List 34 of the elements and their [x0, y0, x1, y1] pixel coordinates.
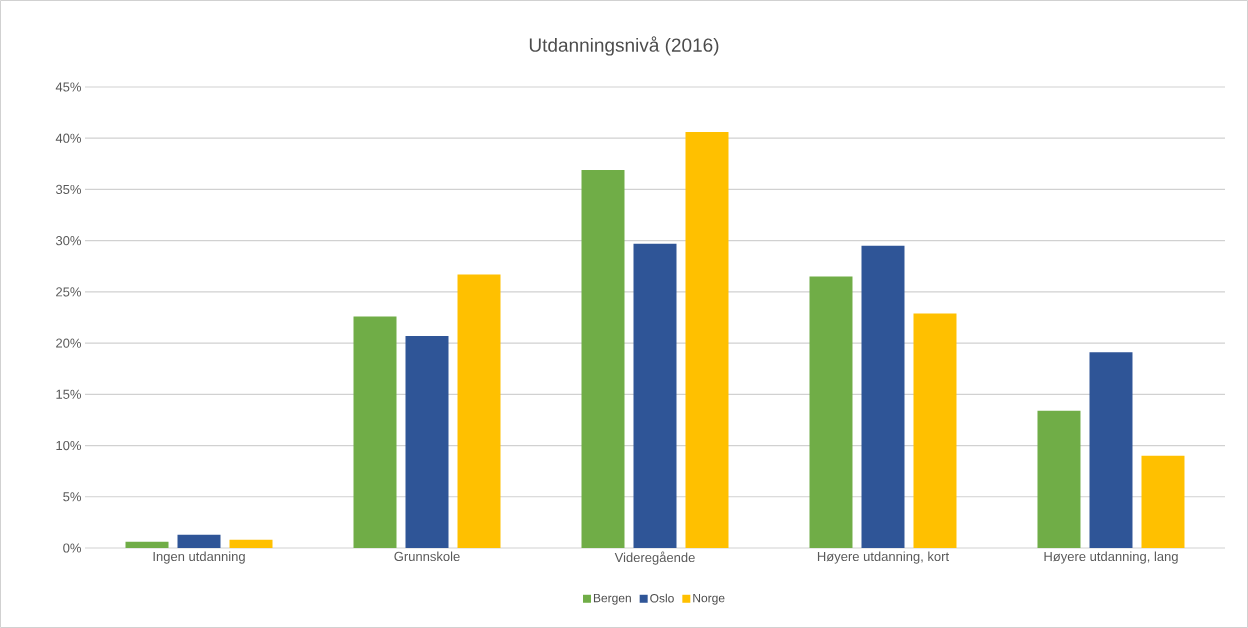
y-tick-label: 30%	[55, 236, 82, 246]
y-tick-label: 10%	[56, 440, 82, 451]
y-tick-label: 15%	[56, 389, 82, 399]
legend-label: Norge	[693, 593, 725, 605]
y-tick-label: 25%	[56, 287, 82, 297]
x-tick-label: Grunnskole	[394, 551, 460, 562]
bar	[229, 539, 273, 548]
bar	[353, 316, 397, 548]
y-tick-label: 40%	[55, 133, 82, 143]
bar	[861, 245, 905, 548]
legend-label: Oslo	[650, 593, 674, 603]
y-tick-label: 45%	[55, 82, 82, 92]
x-tick-label: Høyere utdanning, lang	[1044, 551, 1178, 564]
bar	[457, 274, 501, 548]
bar	[1141, 455, 1185, 548]
bar	[685, 132, 729, 548]
y-tick-label: 0%	[63, 543, 82, 553]
bar	[809, 276, 853, 548]
bar	[913, 313, 957, 548]
bar	[581, 169, 625, 548]
y-tick-label: 35%	[55, 184, 82, 195]
bar	[1037, 410, 1081, 548]
bar	[125, 541, 169, 548]
bar	[177, 534, 221, 548]
legend-label: Bergen	[593, 593, 631, 605]
chart-title: Utdanningsnivå (2016)	[529, 36, 719, 56]
bar	[405, 335, 449, 548]
y-tick-label: 5%	[63, 492, 82, 502]
bar	[633, 243, 677, 548]
x-tick-label: Ingen utdanning	[153, 551, 245, 564]
y-tick-label: 20%	[56, 338, 82, 348]
x-tick-label: Høyere utdanning, kort	[817, 551, 949, 564]
x-tick-label: Videregående	[614, 551, 695, 565]
bar	[1089, 352, 1133, 548]
